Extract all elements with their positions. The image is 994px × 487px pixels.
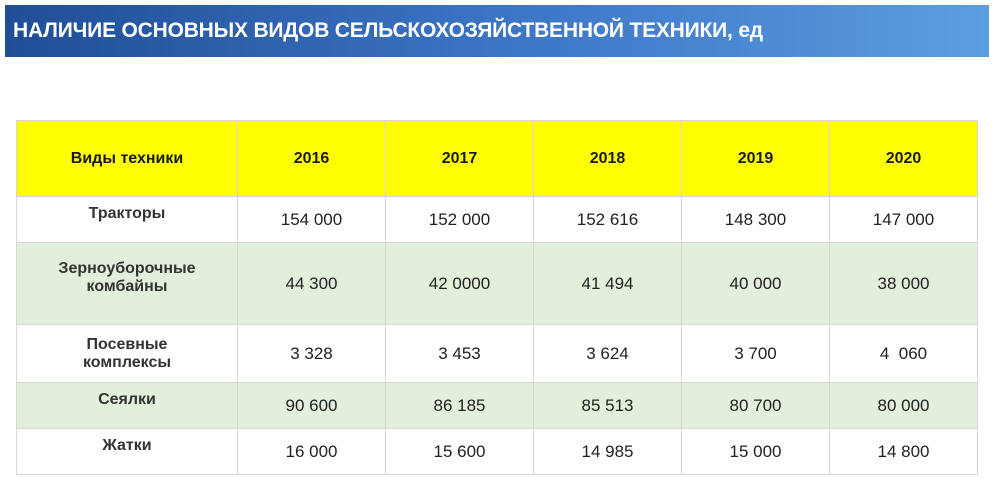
row-label-line: комплексы	[82, 353, 172, 371]
table-row: Зерноуборочные комбайны 44 300 42 0000 41…	[16, 242, 978, 325]
row-label: Зерноуборочные комбайны	[16, 242, 238, 325]
table-cell: 152 616	[533, 196, 682, 243]
table-cell: 16 000	[237, 428, 386, 475]
table-row: Тракторы 154 000 152 000 152 616 148 300…	[16, 196, 978, 243]
header-cell-2018: 2018	[533, 120, 682, 197]
header-cell-2019: 2019	[681, 120, 830, 197]
row-label-line: комбайны	[86, 277, 168, 295]
table-cell: 4 060	[829, 324, 978, 383]
table-row: Посевные комплексы 3 328 3 453 3 624 3 70…	[16, 324, 978, 383]
table-cell: 147 000	[829, 196, 978, 243]
table-cell: 3 700	[681, 324, 830, 383]
table-cell: 148 300	[681, 196, 830, 243]
table-cell: 154 000	[237, 196, 386, 243]
table-cell: 41 494	[533, 242, 682, 325]
row-label-line: Посевные	[86, 335, 168, 353]
row-label-text: Зерноуборочные комбайны	[58, 260, 195, 295]
header-cell-2020: 2020	[829, 120, 978, 197]
header-row: Виды техники 2016 2017 2018 2019 2020	[16, 120, 978, 197]
table-cell: 42 0000	[385, 242, 534, 325]
row-label: Тракторы	[16, 196, 238, 243]
table-cell: 3 624	[533, 324, 682, 383]
title-bar: НАЛИЧИЕ ОСНОВНЫХ ВИДОВ СЕЛЬСКОХОЗЯЙСТВЕН…	[5, 5, 989, 57]
table-cell: 3 453	[385, 324, 534, 383]
table-cell: 44 300	[237, 242, 386, 325]
table-cell: 14 985	[533, 428, 682, 475]
table-row: Сеялки 90 600 86 185 85 513 80 700 80 00…	[16, 382, 978, 429]
row-label: Посевные комплексы	[16, 324, 238, 383]
table-row: Жатки 16 000 15 600 14 985 15 000 14 800	[16, 428, 978, 475]
table-cell: 90 600	[237, 382, 386, 429]
page-title: НАЛИЧИЕ ОСНОВНЫХ ВИДОВ СЕЛЬСКОХОЗЯЙСТВЕН…	[13, 19, 763, 42]
row-label: Сеялки	[16, 382, 238, 429]
table-cell: 15 600	[385, 428, 534, 475]
table-cell: 3 328	[237, 324, 386, 383]
table-cell: 40 000	[681, 242, 830, 325]
header-cell-2017: 2017	[385, 120, 534, 197]
table-cell: 80 700	[681, 382, 830, 429]
table-cell: 85 513	[533, 382, 682, 429]
machinery-table: Виды техники 2016 2017 2018 2019 2020 Тр…	[16, 120, 978, 475]
table-cell: 152 000	[385, 196, 534, 243]
table-cell: 38 000	[829, 242, 978, 325]
header-cell-2016: 2016	[237, 120, 386, 197]
row-label-text: Тракторы	[88, 204, 166, 222]
header-cell-type: Виды техники	[16, 120, 238, 197]
row-label-text: Жатки	[102, 436, 152, 454]
table-cell: 14 800	[829, 428, 978, 475]
table-cell: 15 000	[681, 428, 830, 475]
row-label-line: Зерноуборочные	[58, 259, 196, 277]
row-label-text: Посевные комплексы	[83, 336, 171, 371]
table-cell: 80 000	[829, 382, 978, 429]
row-label-text: Сеялки	[98, 390, 156, 408]
table-cell: 86 185	[385, 382, 534, 429]
row-label: Жатки	[16, 428, 238, 475]
